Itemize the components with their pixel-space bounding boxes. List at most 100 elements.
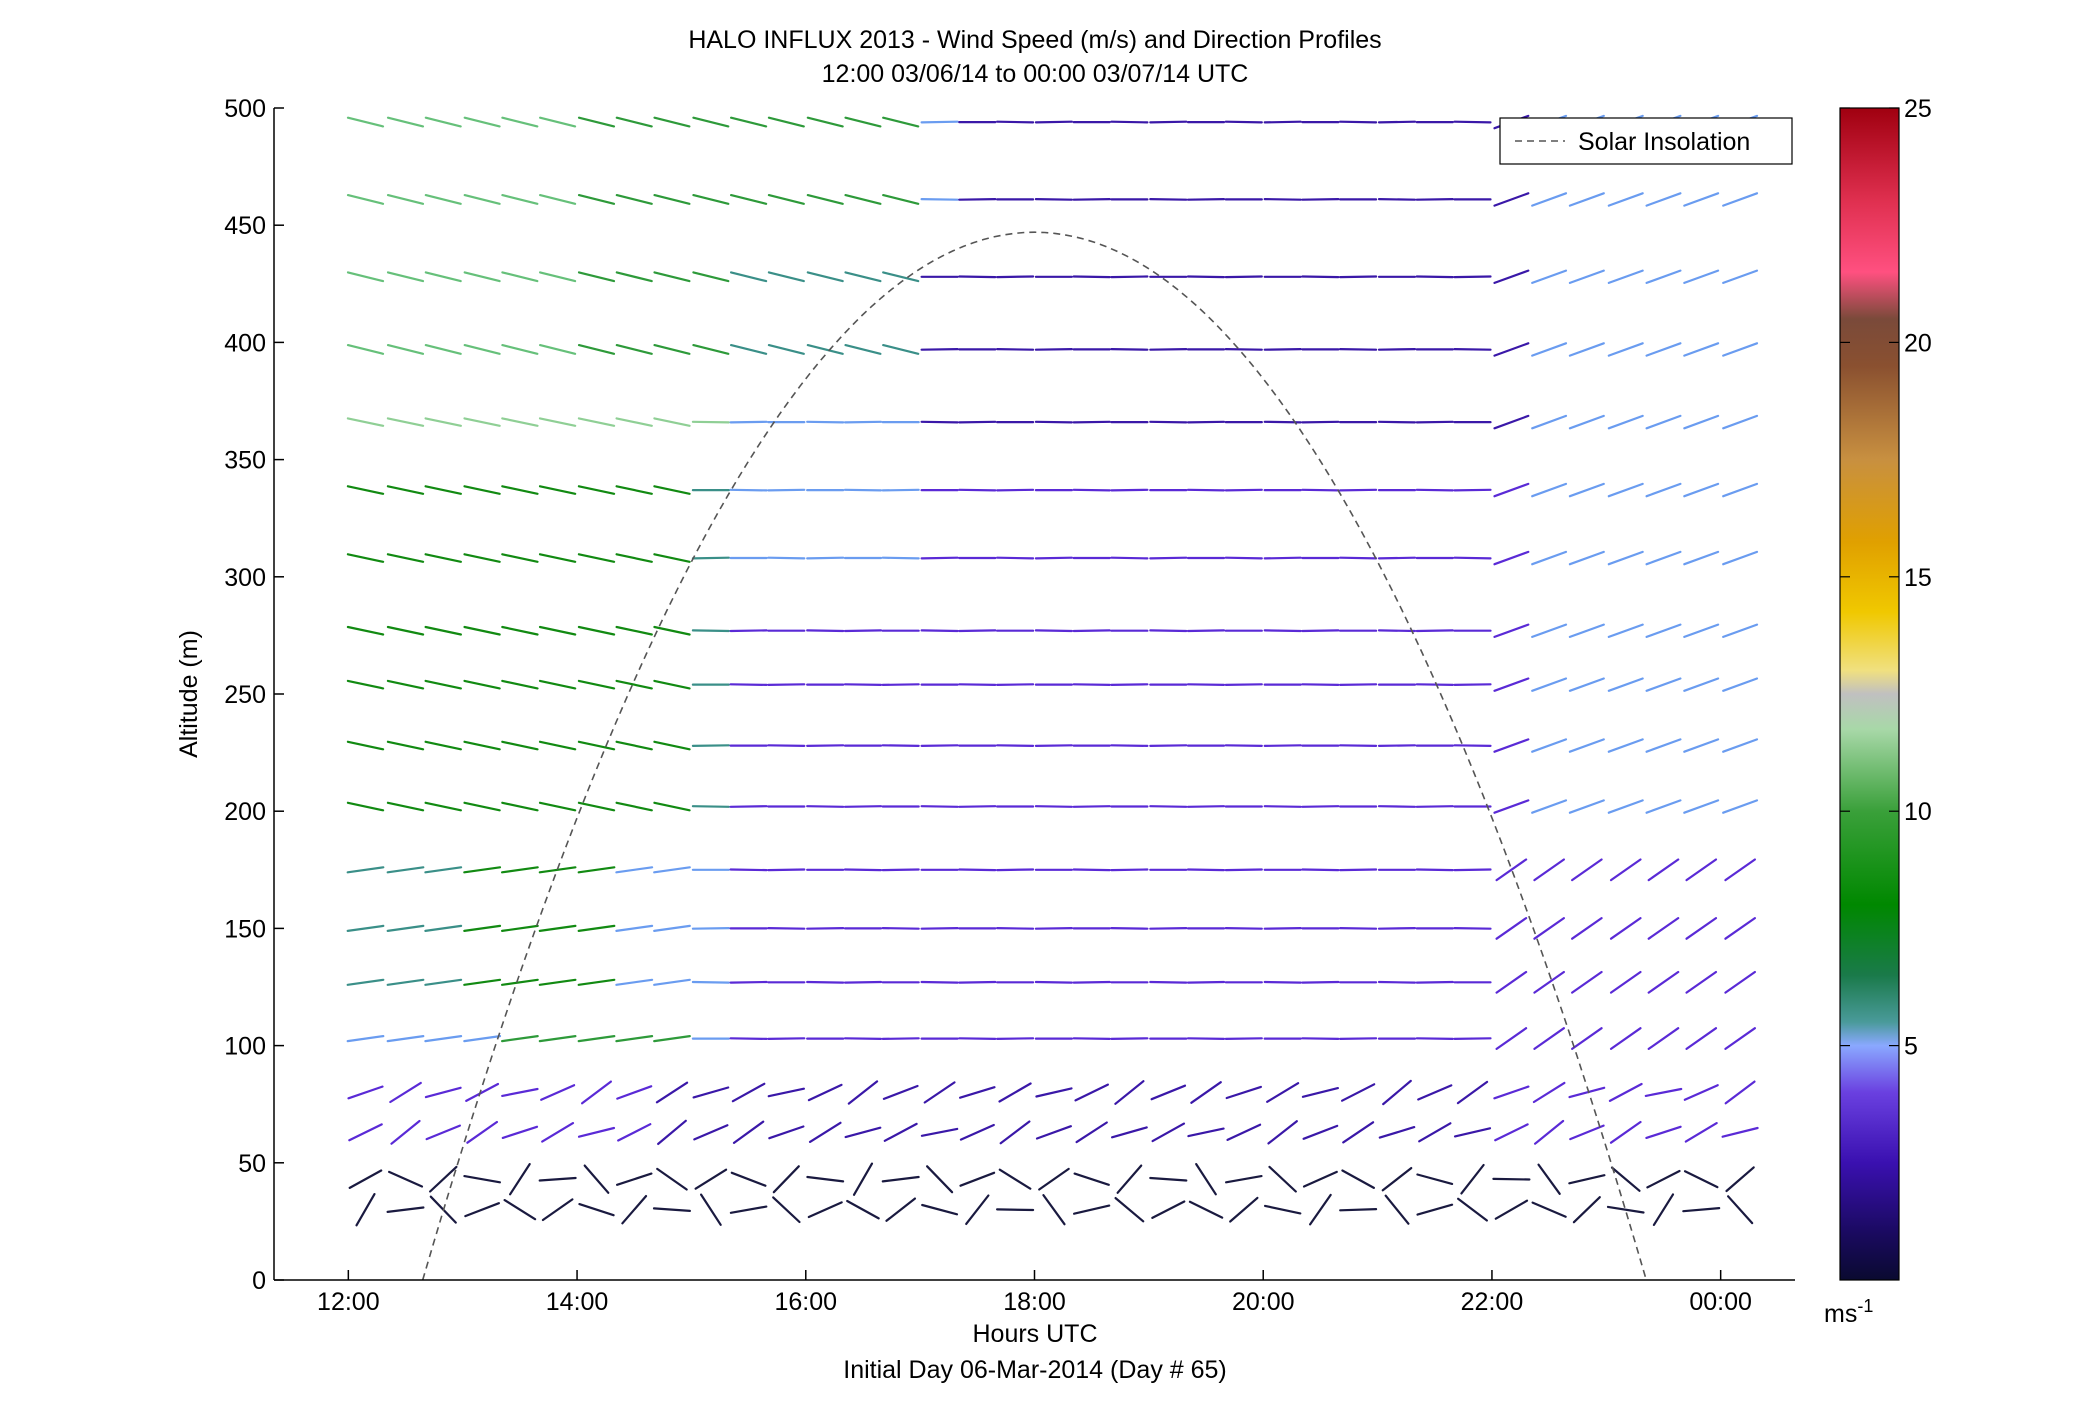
- wind-vector: [386, 344, 425, 355]
- wind-vector: [1224, 1174, 1263, 1184]
- wind-vector: [538, 344, 577, 355]
- wind-vector: [615, 271, 653, 283]
- y-tick-label: 150: [224, 915, 266, 943]
- wind-vector: [1149, 805, 1188, 808]
- wind-vector: [881, 683, 920, 687]
- wind-vector: [1533, 1119, 1565, 1145]
- wind-vector: [1042, 1193, 1066, 1226]
- wind-vector: [1338, 744, 1378, 748]
- wind-vector: [346, 978, 385, 986]
- wind-vector: [1453, 1037, 1492, 1041]
- plot-area: 12:00 14:00 16:00 18:00 20:00 22:00 00:00 0 50 1…: [224, 95, 1795, 1316]
- wind-vector: [653, 801, 691, 812]
- wind-vector: [1453, 1127, 1492, 1138]
- x-axis-label: Hours UTC: [972, 1320, 1097, 1348]
- wind-vector: [538, 740, 577, 751]
- wind-vector: [1607, 269, 1644, 284]
- wind-vector: [691, 556, 731, 560]
- wind-vector: [1339, 1207, 1378, 1212]
- wind-vector: [692, 344, 730, 355]
- wind-vector: [1456, 1080, 1489, 1105]
- y-tick-label: 400: [224, 329, 266, 357]
- wind-vector: [541, 1198, 574, 1222]
- wind-vector: [808, 1121, 842, 1144]
- wind-vector: [1453, 275, 1492, 279]
- wind-vector: [653, 553, 691, 563]
- wind-vector: [1072, 198, 1111, 201]
- wind-vector: [1263, 120, 1302, 124]
- wind-vector: [1418, 1122, 1452, 1143]
- wind-vector: [577, 194, 616, 205]
- wind-vector: [577, 116, 616, 128]
- colorbar-tick-label: 5: [1904, 1033, 1918, 1061]
- wind-vector: [1149, 1176, 1188, 1182]
- wind-vector: [1224, 744, 1263, 748]
- wind-vector: [1377, 629, 1417, 633]
- wind-vector: [1341, 1169, 1376, 1190]
- wind-vector: [1224, 926, 1263, 930]
- wind-vector: [995, 926, 1035, 930]
- wind-vector: [920, 556, 959, 560]
- wind-vector: [1149, 629, 1188, 633]
- wind-vector: [1072, 275, 1111, 279]
- wind-vector: [1268, 1165, 1297, 1193]
- wind-vector: [882, 194, 920, 205]
- wind-vector: [615, 625, 653, 636]
- wind-vector: [1338, 488, 1378, 492]
- wind-vector: [653, 194, 691, 205]
- wind-vector: [1190, 1081, 1222, 1104]
- wind-vector: [386, 1206, 425, 1214]
- y-tick-label: 50: [238, 1150, 266, 1178]
- wind-vector: [1224, 348, 1263, 351]
- wind-vector: [1453, 744, 1492, 748]
- wind-vector: [577, 271, 616, 283]
- wind-vector: [1149, 980, 1188, 984]
- wind-vector: [691, 629, 731, 633]
- wind-vector: [653, 344, 691, 355]
- wind-vector: [424, 1086, 462, 1099]
- wind-vector: [463, 553, 501, 563]
- wind-vector: [1724, 970, 1757, 994]
- wind-vector: [1034, 556, 1074, 560]
- wind-vector: [1149, 198, 1188, 201]
- x-tick-label: 18:00: [1003, 1288, 1066, 1316]
- wind-vector: [388, 1170, 424, 1188]
- wind-vector: [881, 926, 920, 930]
- wind-vector: [882, 116, 920, 128]
- wind-vector: [1685, 858, 1718, 882]
- wind-vector: [995, 120, 1035, 124]
- wind-vector: [1149, 420, 1188, 424]
- wind-vector: [1531, 677, 1568, 692]
- wind-vector: [501, 344, 539, 355]
- colorbar-tick-label: 10: [1904, 798, 1932, 826]
- wind-vector: [1186, 805, 1226, 808]
- wind-vector: [767, 683, 806, 687]
- wind-vector: [386, 194, 425, 205]
- wind-vector: [1453, 120, 1492, 124]
- wind-vector: [1645, 623, 1682, 639]
- wind-vector: [995, 744, 1035, 748]
- wind-vector: [1377, 805, 1417, 808]
- wind-vector: [1568, 192, 1605, 207]
- wind-vector: [1267, 1120, 1298, 1145]
- wind-vector: [1533, 970, 1566, 994]
- wind-vector: [615, 978, 654, 986]
- wind-vector: [577, 924, 616, 933]
- wind-vector: [995, 488, 1035, 492]
- wind-vector: [615, 194, 653, 205]
- wind-vector: [1607, 414, 1644, 430]
- wind-vector: [424, 271, 462, 283]
- wind-vector: [1195, 1162, 1217, 1196]
- wind-vector: [920, 420, 959, 424]
- wind-vector: [653, 866, 691, 874]
- wind-vector: [577, 1126, 616, 1138]
- wind-vector: [1150, 1084, 1187, 1101]
- wind-vector: [767, 556, 806, 560]
- wind-vector: [615, 417, 653, 427]
- wind-vector: [346, 116, 385, 128]
- wind-vector: [958, 275, 997, 279]
- wind-vector: [1645, 414, 1682, 430]
- wind-vector: [1338, 926, 1378, 930]
- wind-vector: [1645, 482, 1682, 498]
- wind-vector: [1263, 980, 1302, 984]
